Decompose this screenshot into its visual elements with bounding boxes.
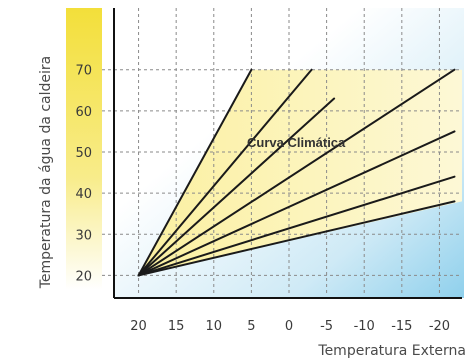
curve-line-2	[137, 68, 313, 277]
y-tick-label: 30	[75, 228, 92, 243]
climate-curve-region	[138, 69, 462, 276]
curve-annotation: Curva Climática	[247, 135, 346, 150]
x-tick-label: 20	[130, 319, 147, 334]
x-tick-label: 15	[168, 319, 185, 334]
x-tick-label: -10	[354, 319, 375, 334]
y-axis-title: Temperatura da água da caldeira	[38, 56, 54, 290]
x-tick-label: 0	[285, 319, 293, 334]
y-tick-label: 40	[75, 187, 92, 202]
curve-line-1	[137, 68, 253, 277]
curve-line-6	[137, 175, 456, 277]
x-tick-label: 10	[206, 319, 223, 334]
curve-lines	[137, 68, 456, 277]
x-tick-label: -20	[429, 319, 450, 334]
y-tick-label: 20	[75, 269, 92, 284]
curve-line-3	[137, 97, 336, 277]
curve-line-5	[137, 130, 456, 277]
y-tick-label: 50	[75, 146, 92, 161]
x-axis-title: Temperatura Externa	[317, 343, 466, 359]
x-tick-label: 5	[247, 319, 255, 334]
y-axis-highlight-bar	[66, 8, 102, 290]
curve-line-7	[137, 200, 456, 277]
x-tick-label: -5	[320, 319, 333, 334]
x-tick-label: -15	[391, 319, 412, 334]
y-tick-label: 60	[75, 105, 92, 120]
curve-line-4	[137, 68, 456, 277]
y-tick-label: 70	[75, 64, 92, 79]
